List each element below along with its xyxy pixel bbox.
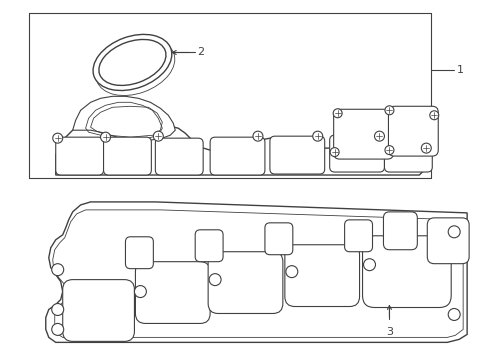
FancyBboxPatch shape xyxy=(56,137,103,175)
Ellipse shape xyxy=(93,35,172,90)
FancyBboxPatch shape xyxy=(125,237,153,269)
FancyBboxPatch shape xyxy=(270,136,325,174)
Ellipse shape xyxy=(333,109,342,118)
Ellipse shape xyxy=(448,309,460,320)
Ellipse shape xyxy=(52,264,64,276)
FancyBboxPatch shape xyxy=(285,245,360,306)
Ellipse shape xyxy=(385,106,394,115)
FancyBboxPatch shape xyxy=(155,138,203,175)
FancyBboxPatch shape xyxy=(195,230,223,262)
FancyBboxPatch shape xyxy=(344,220,372,252)
FancyBboxPatch shape xyxy=(265,223,293,255)
Ellipse shape xyxy=(330,148,339,157)
Text: 3: 3 xyxy=(386,328,393,337)
Polygon shape xyxy=(46,202,467,342)
Ellipse shape xyxy=(134,285,147,298)
Ellipse shape xyxy=(421,143,431,153)
FancyBboxPatch shape xyxy=(210,137,265,175)
FancyBboxPatch shape xyxy=(384,212,417,250)
Ellipse shape xyxy=(374,131,385,141)
FancyBboxPatch shape xyxy=(103,137,151,175)
Ellipse shape xyxy=(385,146,394,154)
Ellipse shape xyxy=(286,266,298,278)
Ellipse shape xyxy=(364,259,375,271)
Ellipse shape xyxy=(253,131,263,141)
FancyBboxPatch shape xyxy=(135,262,210,323)
Ellipse shape xyxy=(100,132,111,142)
Polygon shape xyxy=(73,96,175,141)
FancyBboxPatch shape xyxy=(389,106,438,156)
Text: 1: 1 xyxy=(457,66,464,76)
Ellipse shape xyxy=(209,274,221,285)
Ellipse shape xyxy=(52,303,64,315)
Text: 2: 2 xyxy=(197,48,204,58)
FancyBboxPatch shape xyxy=(427,218,469,264)
Polygon shape xyxy=(56,118,427,175)
FancyBboxPatch shape xyxy=(385,135,432,172)
FancyBboxPatch shape xyxy=(208,252,283,314)
Ellipse shape xyxy=(153,131,163,141)
Ellipse shape xyxy=(52,323,64,336)
FancyBboxPatch shape xyxy=(363,236,451,307)
FancyBboxPatch shape xyxy=(330,135,385,172)
Ellipse shape xyxy=(53,133,63,143)
FancyBboxPatch shape xyxy=(334,109,393,159)
FancyBboxPatch shape xyxy=(63,280,134,341)
Ellipse shape xyxy=(430,111,439,120)
Ellipse shape xyxy=(99,40,166,85)
Ellipse shape xyxy=(313,131,323,141)
Ellipse shape xyxy=(448,226,460,238)
